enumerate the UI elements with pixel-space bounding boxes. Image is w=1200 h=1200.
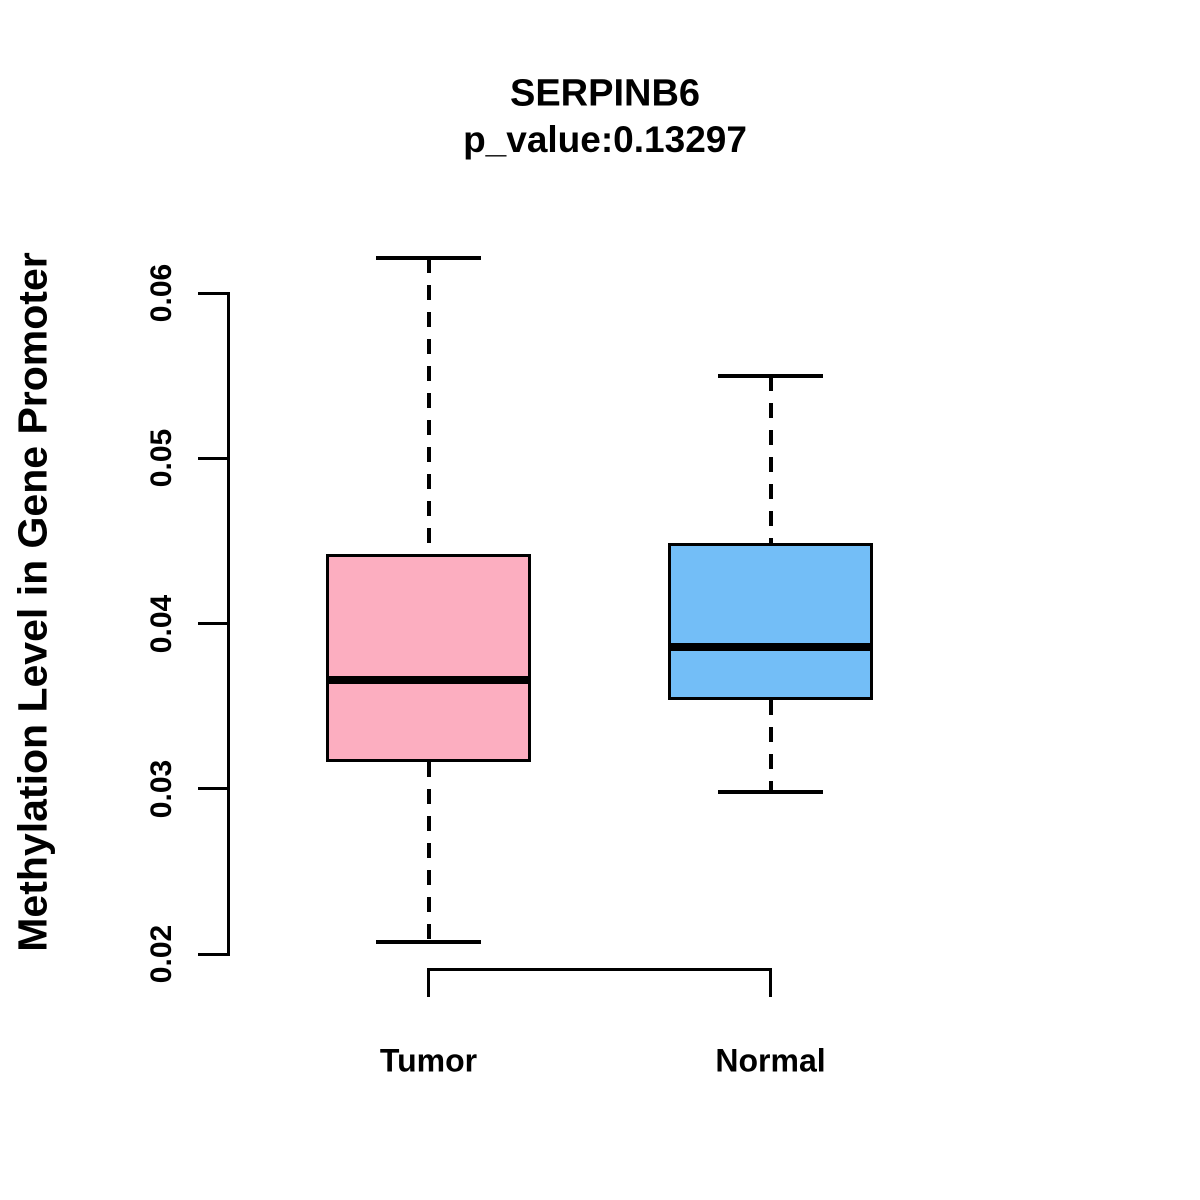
tumor-median-line (326, 675, 531, 684)
y-axis-tick (198, 622, 227, 625)
x-category-label-tumor: Tumor (379, 1042, 478, 1079)
x-category-label-normal: Normal (715, 1042, 826, 1079)
x-axis-bracket (427, 967, 772, 997)
y-axis-tick-label: 0.06 (145, 263, 178, 323)
normal-upper-whisker (768, 375, 773, 543)
tumor-upper-staple (376, 256, 481, 261)
y-axis-tick-label: 0.02 (145, 924, 178, 984)
tumor-lower-whisker (426, 762, 431, 943)
y-axis-tick (198, 787, 227, 791)
normal-median-line (668, 642, 873, 651)
y-axis-line (227, 291, 230, 956)
y-axis-tick-label: 0.05 (145, 429, 178, 488)
normal-box (668, 542, 873, 700)
y-axis-tick (198, 952, 227, 956)
chart-subtitle-pvalue: p_value:0.13297 (463, 119, 747, 160)
tumor-upper-whisker (426, 258, 431, 555)
chart-title: SERPINB6 (509, 72, 701, 115)
normal-lower-whisker (768, 699, 773, 793)
y-axis-tick (198, 291, 227, 295)
tumor-lower-staple (376, 940, 481, 945)
y-axis-tick (198, 456, 227, 460)
y-axis-tick-label: 0.04 (145, 594, 178, 653)
y-axis-title: Methylation Level in Gene Promoter (9, 252, 56, 952)
y-axis-tick-label: 0.03 (145, 759, 178, 818)
normal-upper-staple (718, 373, 823, 378)
tumor-box (326, 554, 531, 763)
normal-lower-staple (718, 790, 823, 795)
